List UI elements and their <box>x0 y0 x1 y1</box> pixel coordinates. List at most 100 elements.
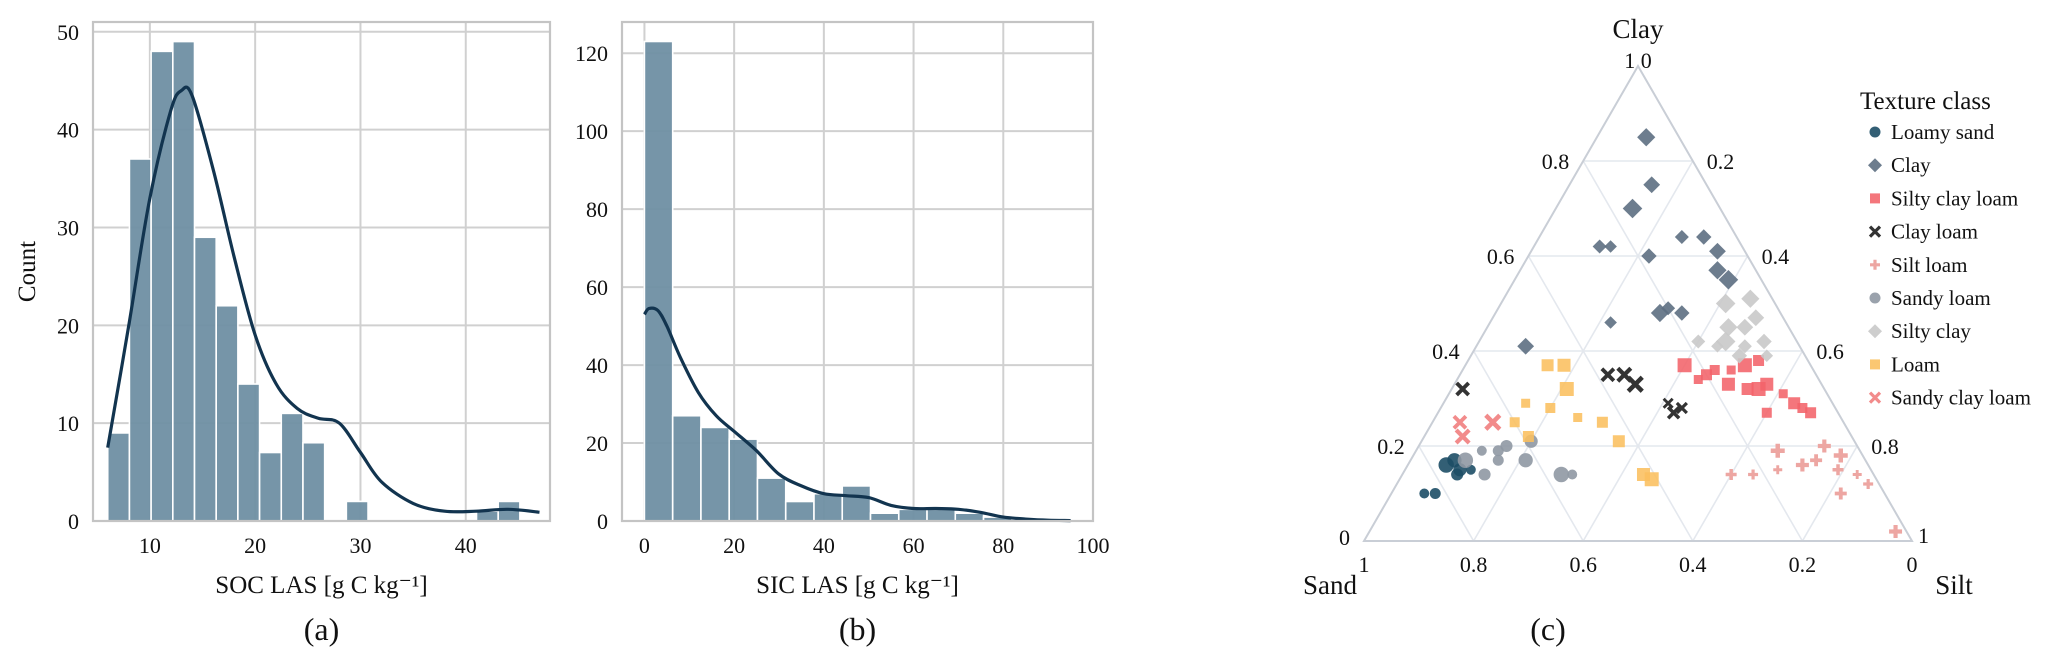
x-tick-label: 40 <box>813 533 835 558</box>
legend-item: Silty clay <box>1868 319 1971 343</box>
sand-tick-label: 0.4 <box>1679 552 1707 577</box>
data-point-loam <box>1612 435 1625 448</box>
data-point-silty-clay-loam <box>1761 407 1772 418</box>
x-tick-label: 10 <box>139 533 161 558</box>
data-point-clay <box>1637 128 1656 147</box>
data-point-clay <box>1709 242 1726 260</box>
data-point-silty-clay-loam <box>1741 383 1754 395</box>
data-point-clay <box>1604 240 1617 253</box>
data-point-sandy-loam <box>1492 454 1504 466</box>
data-point-clay-loam <box>1666 406 1681 420</box>
legend-item: Sandy loam <box>1869 286 1991 310</box>
histogram-bar <box>756 477 787 522</box>
clay-zero-tick-label: 0 <box>1339 525 1350 550</box>
data-point-clay-loam <box>1626 375 1644 393</box>
histogram-bar <box>813 492 844 522</box>
panel-label: (b) <box>839 611 876 647</box>
y-tick-label: 120 <box>575 41 608 66</box>
y-tick-label: 20 <box>586 431 608 456</box>
kde-density-curve <box>643 306 1071 523</box>
sand-tick-label: 0.6 <box>1569 552 1597 577</box>
data-point-silty-clay-loam <box>1737 358 1752 373</box>
y-tick-label: 50 <box>57 20 79 45</box>
legend-item: Silty clay loam <box>1870 186 2018 210</box>
histogram-bar <box>784 500 815 522</box>
histogram-bar <box>193 236 218 522</box>
data-point-clay <box>1604 316 1617 329</box>
histogram-bar <box>954 512 985 522</box>
y-tick-label: 0 <box>68 509 79 534</box>
data-point-clay <box>1517 337 1535 355</box>
data-point-loam <box>1596 416 1608 428</box>
legend: Texture class Loamy sand Clay Silty clay lo… <box>1860 88 2031 410</box>
data-point-loam <box>1644 472 1659 487</box>
data-point-loamy-sand <box>1419 488 1430 499</box>
histogram-bar <box>215 304 239 522</box>
legend-swatch <box>1869 126 1881 138</box>
legend-item: Clay loam <box>1868 220 1978 244</box>
legend-title: Texture class <box>1860 88 1991 115</box>
legend-label: Silty clay loam <box>1891 186 2018 210</box>
data-point-silty-clay <box>1719 318 1738 337</box>
histogram-bar <box>700 426 731 522</box>
histogram-bar <box>841 485 872 522</box>
data-point-sandy-loam <box>1476 445 1487 456</box>
data-point-silty-clay-loam <box>1753 355 1765 366</box>
data-point-silty-clay-loam <box>1721 377 1735 391</box>
data-point-silty-clay-loam <box>1778 389 1788 399</box>
legend-swatch <box>1868 391 1882 404</box>
silt-zero-tick-label: 0 <box>1907 552 1918 577</box>
data-point-clay <box>1674 305 1690 321</box>
x-tick-label: 80 <box>992 533 1014 558</box>
histogram-bar <box>172 40 196 522</box>
legend-swatch <box>1870 193 1880 204</box>
data-point-clay <box>1696 229 1712 245</box>
data-point-sandy-loam <box>1553 466 1569 483</box>
silt-tick-label: 0.8 <box>1871 434 1899 459</box>
data-point-clay <box>1643 176 1661 194</box>
data-point-loamy-sand <box>1429 488 1441 499</box>
kde-density-curve <box>106 85 540 514</box>
silt-tick-label: 0.2 <box>1707 149 1735 174</box>
data-point-silty-clay <box>1760 349 1774 363</box>
panel-label: (a) <box>304 611 340 647</box>
y-tick-label: 0 <box>597 509 608 534</box>
histogram-bar <box>643 40 674 522</box>
data-point-silty-clay <box>1736 318 1754 336</box>
data-point-silt-loam <box>1889 525 1903 538</box>
data-point-clay-loam <box>1675 401 1688 415</box>
silt-gridline <box>1692 350 1804 542</box>
data-point-silt-loam <box>1832 464 1844 476</box>
data-point-sandy-loam <box>1500 439 1513 453</box>
y-tick-label: 40 <box>586 353 608 378</box>
clay-max-tick-label: 1 0 <box>1624 48 1652 73</box>
clay-tick-label: 0.2 <box>1377 434 1405 459</box>
sand-gridline <box>1527 255 1694 542</box>
data-point-silty-clay-loam <box>1788 397 1801 410</box>
y-tick-label: 10 <box>57 411 79 436</box>
y-tick-label: 40 <box>57 118 79 143</box>
histogram-bar <box>897 508 928 522</box>
data-point-silty-clay-loam <box>1709 365 1720 375</box>
legend-item: Sandy clay loam <box>1868 386 2031 410</box>
histogram-bar <box>475 510 499 522</box>
silt-corner-label: Silt <box>1935 570 1973 600</box>
data-point-sandy-loam <box>1457 452 1474 468</box>
x-tick-label: 40 <box>455 533 477 558</box>
data-point-silt-loam <box>1852 470 1862 479</box>
data-point-silt-loam <box>1795 458 1809 472</box>
data-point-silty-clay-loam <box>1677 358 1692 373</box>
legend-swatch <box>1868 324 1882 339</box>
legend-label: Sandy loam <box>1891 286 1991 310</box>
legend-swatch <box>1869 292 1881 304</box>
x-axis-label: SOC LAS [g C kg⁻¹] <box>215 572 427 599</box>
silt-max-tick-label: 1 <box>1918 523 1929 548</box>
data-point-sandy-clay-loam <box>1452 414 1468 430</box>
histogram-bar <box>150 50 174 522</box>
histogram-bar <box>728 438 759 522</box>
data-point-silt-loam <box>1863 479 1874 489</box>
data-point-clay-loam <box>1600 367 1616 383</box>
silt-gridline <box>1801 445 1858 542</box>
data-point-clay-loam <box>1662 397 1674 409</box>
clay-corner-label: Clay <box>1613 14 1664 44</box>
